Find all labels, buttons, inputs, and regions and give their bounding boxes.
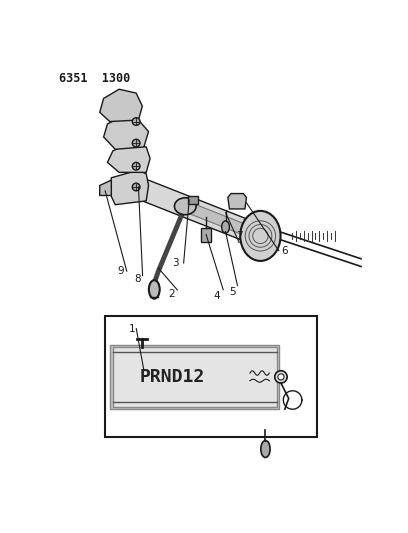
Text: 6351  1300: 6351 1300	[59, 71, 130, 85]
Text: 4: 4	[214, 291, 220, 301]
Text: 8: 8	[135, 274, 141, 285]
Ellipse shape	[240, 211, 281, 261]
Polygon shape	[228, 193, 246, 209]
Text: 9: 9	[117, 266, 124, 276]
Ellipse shape	[175, 198, 196, 215]
Polygon shape	[100, 89, 142, 122]
Circle shape	[132, 163, 140, 170]
Text: 5: 5	[230, 287, 236, 297]
Ellipse shape	[222, 221, 229, 233]
Bar	[110, 345, 279, 409]
Polygon shape	[104, 116, 149, 149]
Text: 6: 6	[282, 246, 288, 256]
Circle shape	[278, 374, 284, 380]
Circle shape	[132, 118, 140, 125]
Bar	[105, 317, 317, 438]
Polygon shape	[107, 143, 150, 172]
Text: 1: 1	[129, 324, 135, 334]
Polygon shape	[125, 174, 269, 248]
Bar	[188, 196, 198, 204]
Ellipse shape	[149, 280, 160, 298]
Circle shape	[275, 371, 287, 383]
Text: 3: 3	[173, 258, 179, 268]
Polygon shape	[177, 199, 260, 240]
Polygon shape	[100, 180, 111, 196]
Bar	[113, 347, 277, 407]
Polygon shape	[110, 170, 149, 205]
Bar	[202, 228, 211, 241]
Text: PRND12: PRND12	[140, 368, 205, 386]
Ellipse shape	[261, 441, 270, 457]
Text: 2: 2	[168, 289, 175, 299]
Circle shape	[132, 139, 140, 147]
Text: 7: 7	[236, 231, 242, 241]
Circle shape	[132, 183, 140, 191]
